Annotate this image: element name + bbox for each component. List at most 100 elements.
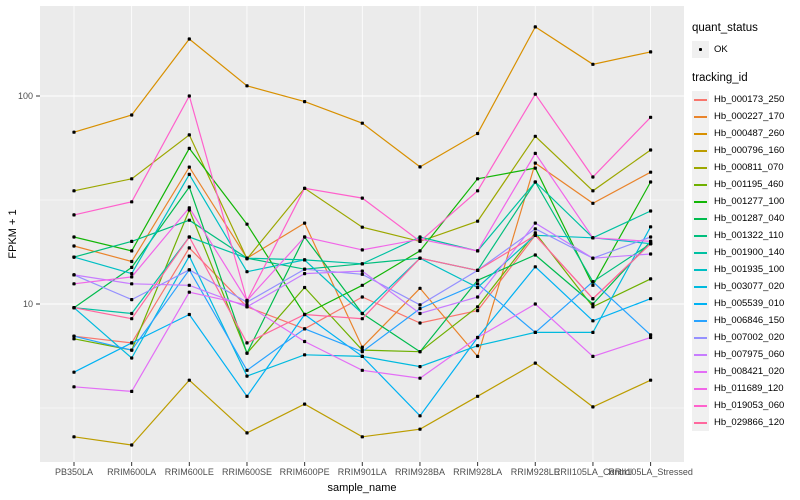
data-point: [591, 189, 595, 193]
series-color-line-icon: [694, 115, 707, 118]
data-point: [72, 282, 76, 286]
legend-item-label: Hb_029866_120: [714, 417, 785, 428]
data-point: [649, 297, 653, 301]
series-color-line-icon: [694, 183, 707, 186]
data-point: [649, 252, 653, 256]
data-point: [360, 295, 364, 299]
legend-item-label: Hb_006846_150: [714, 315, 785, 326]
data-point: [130, 239, 134, 243]
y-tick-label: 10: [22, 299, 33, 309]
legend-title-quant-status: quant_status: [692, 22, 758, 34]
legend-item-Hb_007975_060: Hb_007975_060: [692, 346, 798, 363]
data-point: [533, 253, 537, 257]
data-point: [187, 246, 191, 250]
data-point: [187, 254, 191, 258]
data-point: [72, 306, 76, 310]
legend-key-box: [692, 193, 709, 210]
legend-key-box: [692, 329, 709, 346]
data-point: [360, 354, 364, 358]
x-tick-label: RRIM600PE: [279, 467, 330, 477]
data-point: [476, 278, 480, 282]
series-color-line-icon: [694, 166, 707, 169]
data-point: [476, 285, 480, 290]
data-point: [649, 148, 653, 152]
data-point: [476, 344, 480, 348]
legend: quant_status OK tracking_id Hb_000173_25…: [692, 22, 798, 431]
data-point: [533, 92, 537, 96]
x-tick-label: RRII105LA_Stressed: [608, 467, 693, 477]
data-point: [303, 339, 307, 344]
legend-key-box: [692, 312, 709, 329]
legend-item-Hb_008421_020: Hb_008421_020: [692, 363, 798, 380]
data-point: [476, 249, 480, 253]
data-point: [187, 218, 191, 222]
y-tick-label: 100: [17, 91, 33, 101]
data-point: [245, 84, 249, 88]
data-point: [130, 389, 134, 393]
legend-item-Hb_001322_110: Hb_001322_110: [692, 227, 798, 244]
legend-item-Hb_000227_170: Hb_000227_170: [692, 108, 798, 125]
data-point: [418, 376, 422, 380]
data-point: [187, 312, 191, 317]
legend-item-label: Hb_001287_040: [714, 213, 785, 224]
legend-item-Hb_001277_100: Hb_001277_100: [692, 193, 798, 210]
legend-item-Hb_001287_040: Hb_001287_040: [692, 210, 798, 227]
data-point: [418, 165, 422, 169]
x-tick-label: RRIM600LE: [164, 467, 214, 477]
data-point: [476, 309, 480, 313]
data-point: [360, 317, 364, 321]
legend-key-box: [692, 414, 709, 431]
data-point: [649, 333, 653, 337]
data-point: [187, 94, 191, 98]
legend-key-box: [692, 91, 709, 108]
data-point: [591, 319, 595, 323]
data-point: [418, 427, 422, 431]
legend-key-box: [692, 363, 709, 380]
data-point: [303, 285, 307, 290]
data-point: [649, 209, 653, 213]
data-point: [418, 350, 422, 354]
data-point: [476, 394, 480, 398]
data-point: [360, 272, 364, 276]
legend-key-box: [692, 295, 709, 312]
data-point: [245, 303, 249, 307]
data-point: [533, 265, 537, 269]
data-point: [591, 330, 595, 334]
x-tick-label: RRIM901LA: [337, 467, 387, 477]
data-point: [360, 345, 364, 349]
data-point: [533, 302, 537, 306]
legend-item-Hb_011689_120: Hb_011689_120: [692, 380, 798, 397]
data-point: [72, 435, 76, 439]
series-color-line-icon: [694, 234, 707, 237]
data-point: [187, 378, 191, 382]
series-color-line-icon: [694, 336, 707, 339]
legend-item-Hb_001935_100: Hb_001935_100: [692, 261, 798, 278]
data-point: [187, 268, 191, 272]
data-point: [360, 269, 364, 273]
data-point: [187, 206, 191, 210]
data-point: [360, 196, 364, 200]
data-point: [476, 282, 480, 286]
legend-item-label: Hb_008421_020: [714, 366, 785, 377]
data-point: [245, 222, 249, 226]
data-point: [72, 130, 76, 134]
data-point: [418, 311, 422, 316]
data-point: [418, 249, 422, 253]
series-color-line-icon: [694, 98, 707, 101]
data-point: [130, 298, 134, 302]
legend-item-Hb_007002_020: Hb_007002_020: [692, 329, 798, 346]
data-point: [591, 302, 595, 306]
legend-key-box: [692, 380, 709, 397]
legend-item-Hb_001195_460: Hb_001195_460: [692, 176, 798, 193]
data-point: [130, 443, 134, 447]
data-point: [130, 317, 134, 321]
data-point: [533, 221, 537, 225]
data-point: [303, 402, 307, 406]
data-point: [476, 354, 480, 358]
data-point: [245, 256, 249, 260]
data-point: [303, 267, 307, 271]
data-point: [303, 100, 307, 104]
data-point: [187, 235, 191, 239]
data-point: [303, 221, 307, 225]
data-point: [476, 131, 480, 136]
